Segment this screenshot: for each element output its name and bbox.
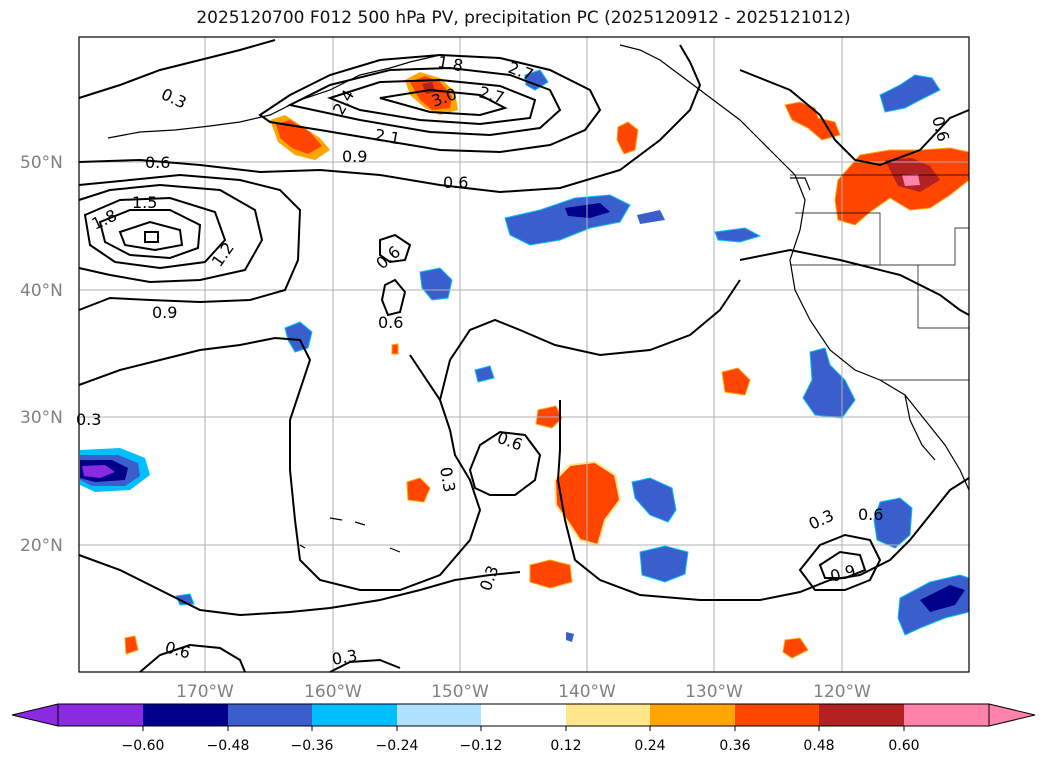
svg-text:120°W: 120°W xyxy=(813,682,871,702)
svg-text:−0.60: −0.60 xyxy=(122,738,165,754)
svg-text:0.3: 0.3 xyxy=(76,410,101,429)
svg-text:0.3: 0.3 xyxy=(330,646,358,669)
svg-text:1.8: 1.8 xyxy=(436,52,464,75)
colorbar-bin xyxy=(819,704,904,726)
colorbar-bin xyxy=(481,704,566,726)
precip-negative-patches xyxy=(80,69,970,642)
colorbar: −0.60 −0.48 −0.36 −0.24 −0.12 0.12 0.24 … xyxy=(11,703,1036,754)
svg-text:−0.48: −0.48 xyxy=(207,738,250,754)
svg-text:20°N: 20°N xyxy=(20,536,63,556)
svg-text:−0.12: −0.12 xyxy=(460,738,503,754)
svg-text:0.9: 0.9 xyxy=(342,147,367,166)
map-frame xyxy=(78,36,970,673)
colorbar-bin xyxy=(228,704,312,726)
colorbar-tick-labels: −0.60 −0.48 −0.36 −0.24 −0.12 0.12 0.24 … xyxy=(122,738,920,754)
state-borders xyxy=(790,174,969,381)
svg-text:130°W: 130°W xyxy=(685,682,743,702)
svg-text:160°W: 160°W xyxy=(304,682,362,702)
svg-text:0.6: 0.6 xyxy=(858,505,883,524)
svg-text:2.1: 2.1 xyxy=(373,125,401,148)
svg-text:0.6: 0.6 xyxy=(378,313,403,332)
colorbar-bin xyxy=(397,704,481,726)
svg-text:1.5: 1.5 xyxy=(132,193,157,212)
latitude-labels: 50°N 40°N 30°N 20°N xyxy=(20,153,63,556)
colorbar-bin xyxy=(650,704,735,726)
map-title: 2025120700 F012 500 hPa PV, precipitatio… xyxy=(196,8,851,28)
svg-text:50°N: 50°N xyxy=(20,153,63,173)
colorbar-bin xyxy=(904,704,989,726)
longitude-labels: 170°W 160°W 150°W 140°W 130°W 120°W xyxy=(176,682,871,702)
svg-text:−0.36: −0.36 xyxy=(291,738,334,754)
svg-text:0.6: 0.6 xyxy=(145,153,170,172)
map-area: 0.3 0.6 0.9 1.2 1.5 1.8 0.9 0.6 2.1 1.8 … xyxy=(76,36,970,673)
colorbar-bin xyxy=(58,704,143,726)
colorbar-bin xyxy=(143,704,228,726)
svg-text:0.6: 0.6 xyxy=(443,173,468,192)
svg-text:0.9: 0.9 xyxy=(152,303,177,322)
svg-text:140°W: 140°W xyxy=(558,682,616,702)
svg-text:0.48: 0.48 xyxy=(803,738,834,754)
svg-text:30°N: 30°N xyxy=(20,408,63,428)
svg-text:0.36: 0.36 xyxy=(719,738,750,754)
svg-text:−0.24: −0.24 xyxy=(376,738,419,754)
coastlines xyxy=(107,44,970,553)
svg-text:0.60: 0.60 xyxy=(888,738,919,754)
svg-text:150°W: 150°W xyxy=(431,682,489,702)
pv-contours xyxy=(78,39,970,673)
colorbar-extend-low xyxy=(11,703,59,727)
colorbar-bin xyxy=(312,704,397,726)
svg-text:170°W: 170°W xyxy=(176,682,234,702)
svg-text:0.3: 0.3 xyxy=(436,465,459,493)
colorbar-extend-high xyxy=(988,703,1036,727)
colorbar-bin xyxy=(566,704,650,726)
svg-text:0.12: 0.12 xyxy=(550,738,581,754)
svg-text:0.24: 0.24 xyxy=(634,738,665,754)
svg-text:40°N: 40°N xyxy=(20,281,63,301)
colorbar-bin xyxy=(735,704,819,726)
